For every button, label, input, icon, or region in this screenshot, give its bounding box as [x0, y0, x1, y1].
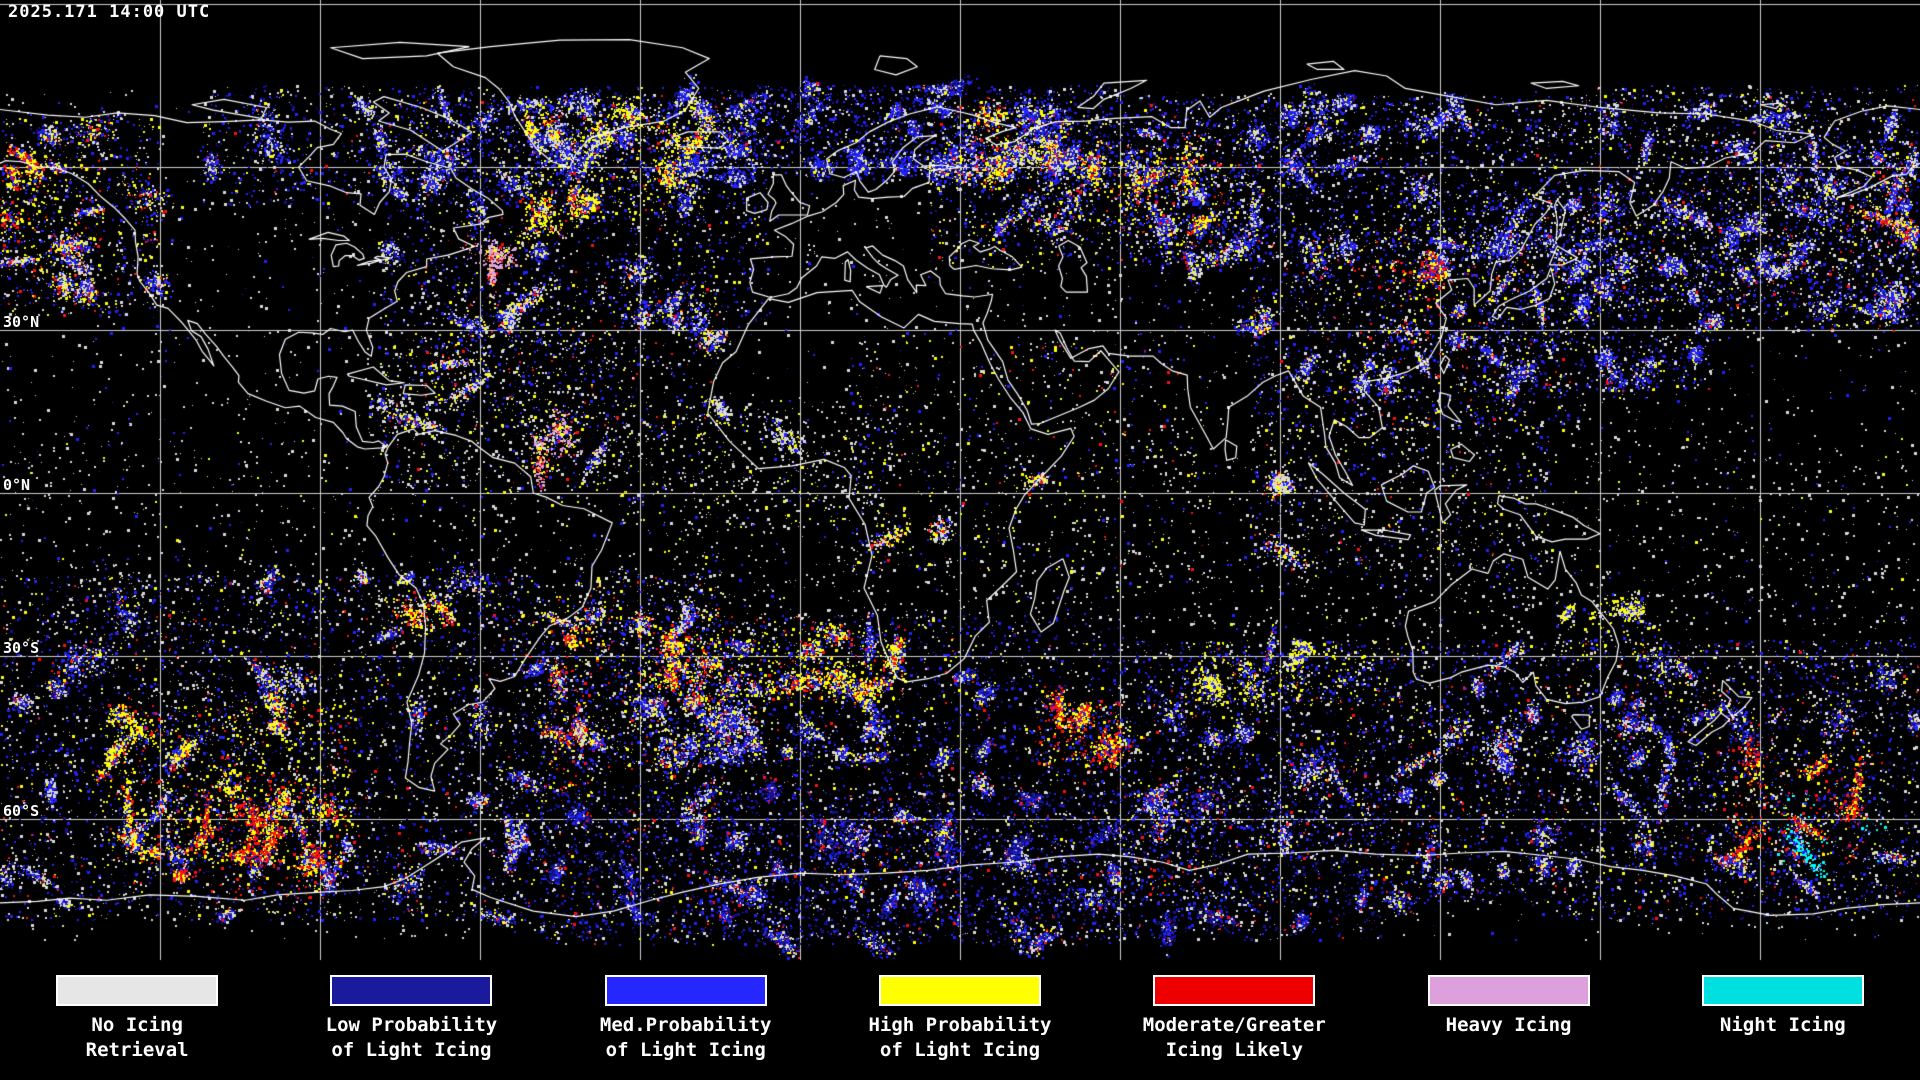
legend-item-heavy-icing: Heavy Icing [1371, 962, 1645, 1080]
legend-item-no-icing-retrieval: No Icing Retrieval [0, 962, 274, 1080]
latitude-label: 0°N [3, 476, 31, 494]
legend-label-line1: No Icing [91, 1014, 183, 1036]
legend-label-line1: Moderate/Greater [1142, 1014, 1326, 1036]
latitude-label: 60°S [3, 801, 40, 820]
legend-label-line2: of Light Icing [331, 1039, 492, 1061]
legend-item-moderate-greater-icing: Moderate/Greater Icing Likely [1097, 962, 1371, 1080]
legend-item-med-prob-light-icing: Med.Probability of Light Icing [549, 962, 823, 1080]
legend-item-low-prob-light-icing: Low Probability of Light Icing [274, 962, 548, 1080]
legend-swatch-heavy-icing [1427, 975, 1590, 1006]
latitude-label: 30°S [3, 638, 40, 657]
map-canvas [0, 0, 1920, 962]
legend-label-line2: of Light Icing [879, 1039, 1041, 1061]
legend-label-line2: Retrieval [85, 1039, 189, 1061]
global-icing-map: 2025.171 14:00 UTC 30°N 0°N 30°S 60°S [0, 0, 1920, 962]
legend-item-high-prob-light-icing: High Probability of Light Icing [823, 962, 1097, 1080]
legend-swatch-night-icing [1701, 975, 1864, 1006]
legend-swatch-high-prob [878, 975, 1041, 1006]
legend-label-line2: Icing Likely [1165, 1039, 1303, 1061]
legend-swatch-moderate-greater [1153, 975, 1316, 1006]
legend-label-line1: Low Probability [325, 1014, 498, 1036]
legend-label-line1: Night Icing [1719, 1014, 1846, 1036]
legend-label-line1: Med.Probability [599, 1014, 772, 1036]
legend-swatch-med-prob [604, 975, 767, 1006]
timestamp: 2025.171 14:00 UTC [8, 2, 211, 22]
legend-swatch-no-icing [56, 975, 219, 1006]
legend-label-line2: of Light Icing [605, 1039, 766, 1061]
legend-swatch-low-prob [330, 975, 493, 1006]
legend-label-line1: Heavy Icing [1445, 1014, 1572, 1036]
legend: No Icing Retrieval Low Probability of Li… [0, 962, 1920, 1080]
legend-label-line1: High Probability [868, 1014, 1052, 1036]
legend-item-night-icing: Night Icing [1646, 962, 1920, 1080]
latitude-label: 30°N [3, 313, 40, 332]
